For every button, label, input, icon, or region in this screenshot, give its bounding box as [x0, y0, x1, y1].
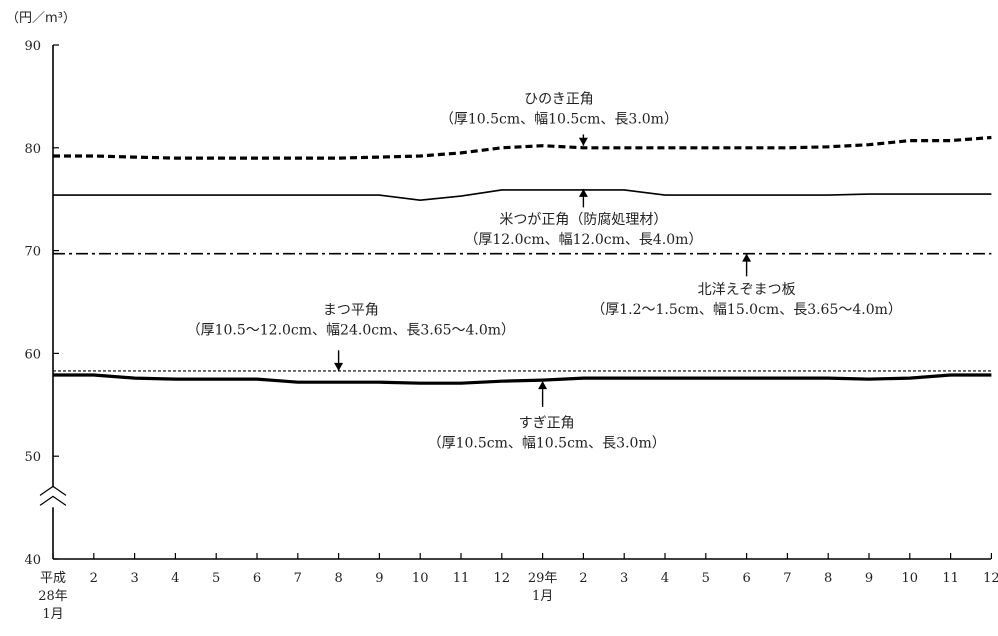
annotation-arrowhead	[578, 137, 588, 146]
x-tick-label-line: 11	[942, 571, 959, 586]
x-tick-label: 8	[824, 571, 832, 586]
annotation-label-line: 北洋えぞまつ板	[698, 282, 796, 298]
x-tick-label: 11	[453, 571, 470, 586]
x-tick-label: 9	[865, 571, 873, 586]
series-line-1	[53, 189, 992, 201]
x-tick-label: 7	[783, 571, 791, 586]
x-tick-label: 9	[375, 571, 383, 586]
x-tick-label: 4	[171, 571, 179, 586]
x-tick-label-line: 平成	[40, 571, 66, 586]
x-tick-label: 29年 1月	[528, 571, 558, 604]
x-tick-label-line: 28年	[38, 589, 68, 604]
annotation-label-line: （厚10.5～12.0cm、幅24.0cm、長3.65～4.0m）	[187, 322, 515, 338]
x-tick-label-line: 12	[983, 571, 998, 586]
y-unit-label: （円／m³）	[6, 11, 76, 26]
series-line-0	[53, 135, 992, 160]
x-tick-label-line: 9	[865, 571, 873, 586]
y-tick-label: 40	[24, 553, 41, 568]
x-tick-label: 7	[294, 571, 302, 586]
x-tick-label-line: 12	[494, 571, 511, 586]
x-tick-label-line: 2	[90, 571, 98, 586]
x-tick-label-line: 11	[453, 571, 470, 586]
x-tick-label-line: 5	[212, 571, 220, 586]
x-tick-label: 12	[983, 571, 998, 586]
x-tick-label-line: 8	[824, 571, 832, 586]
series-line-4	[53, 373, 992, 385]
y-tick-label: 60	[24, 347, 41, 362]
y-tick-label: 50	[24, 450, 41, 465]
x-tick-label-line: 1月	[42, 607, 63, 622]
axis-break-mark	[39, 485, 67, 496]
x-tick-label: 10	[902, 571, 919, 586]
x-tick-label-line: 8	[334, 571, 342, 586]
annotation-label-line: 米つが正角（防腐処理材）	[499, 211, 667, 228]
annotation-label: まつ平角 （厚10.5～12.0cm、幅24.0cm、長3.65～4.0m）	[187, 302, 515, 338]
x-tick-label: 2	[579, 571, 587, 586]
annotation-layer: ひのき正角 （厚10.5cm、幅10.5cm、長3.0m） 米つが正角（防腐処理材）…	[187, 92, 902, 452]
x-tick-label-line: 10	[902, 571, 919, 586]
x-tick-label: 3	[130, 571, 138, 586]
x-tick-label-line: 4	[171, 571, 179, 586]
annotation-label-line: すぎ正角	[519, 415, 575, 431]
x-tick-label: 10	[412, 571, 429, 586]
annotation-label: ひのき正角 （厚10.5cm、幅10.5cm、長3.0m）	[440, 92, 678, 128]
x-tick-label: 12	[494, 571, 511, 586]
annotation-label: 北洋えぞまつ板 （厚1.2～1.5cm、幅15.0cm、長3.65～4.0m）	[591, 282, 902, 318]
annotation-label-line: （厚1.2～1.5cm、幅15.0cm、長3.65～4.0m）	[591, 302, 902, 318]
x-tick-label: 4	[661, 571, 669, 586]
x-tick-label: 6	[742, 571, 750, 586]
x-tick-label-line: 6	[253, 571, 261, 586]
annotation-label-line: （厚12.0cm、幅12.0cm、長4.0m）	[464, 232, 702, 248]
axis-break-mark	[39, 495, 67, 506]
x-tick-label-line: 7	[294, 571, 302, 586]
x-tick-label-line: 7	[783, 571, 791, 586]
annotation-arrowhead	[538, 381, 548, 390]
x-tick-label-line: 3	[620, 571, 628, 586]
x-tick-label-line: 6	[742, 571, 750, 586]
x-tick-label-line: 5	[702, 571, 710, 586]
x-tick-label: 8	[334, 571, 342, 586]
annotation-label: 米つが正角（防腐処理材） （厚12.0cm、幅12.0cm、長4.0m）	[464, 211, 702, 248]
annotation-arrowhead	[334, 362, 344, 371]
x-tick-label: 3	[620, 571, 628, 586]
x-tick-label-line: 9	[375, 571, 383, 586]
x-tick-label-line: 29年	[528, 571, 558, 586]
annotation-label: すぎ正角 （厚10.5cm、幅10.5cm、長3.0m）	[428, 415, 666, 451]
annotation-arrowhead	[578, 188, 588, 197]
x-tick-label: 5	[702, 571, 710, 586]
x-tick-label: 5	[212, 571, 220, 586]
annotation-label-line: ひのき正角	[524, 92, 594, 108]
x-tick-label: 11	[942, 571, 959, 586]
x-tick-label-line: 1月	[532, 589, 553, 604]
annotation-label-line: まつ平角	[323, 302, 379, 318]
annotation-label-line: （厚10.5cm、幅10.5cm、長3.0m）	[428, 435, 666, 451]
x-tick-label: 2	[90, 571, 98, 586]
x-tick-label-line: 4	[661, 571, 669, 586]
x-tick-label-line: 10	[412, 571, 429, 586]
y-tick-label: 90	[24, 39, 41, 54]
series-layer	[53, 135, 992, 385]
y-tick-label: 80	[24, 142, 41, 157]
annotation-label-line: （厚10.5cm、幅10.5cm、長3.0m）	[440, 112, 678, 128]
x-tick-label: 6	[253, 571, 261, 586]
x-tick-label: 平成 28年 1月	[38, 571, 68, 622]
annotation-arrowhead	[742, 253, 752, 262]
x-tick-label-line: 2	[579, 571, 587, 586]
y-tick-label: 70	[24, 245, 41, 260]
x-tick-label-line: 3	[130, 571, 138, 586]
